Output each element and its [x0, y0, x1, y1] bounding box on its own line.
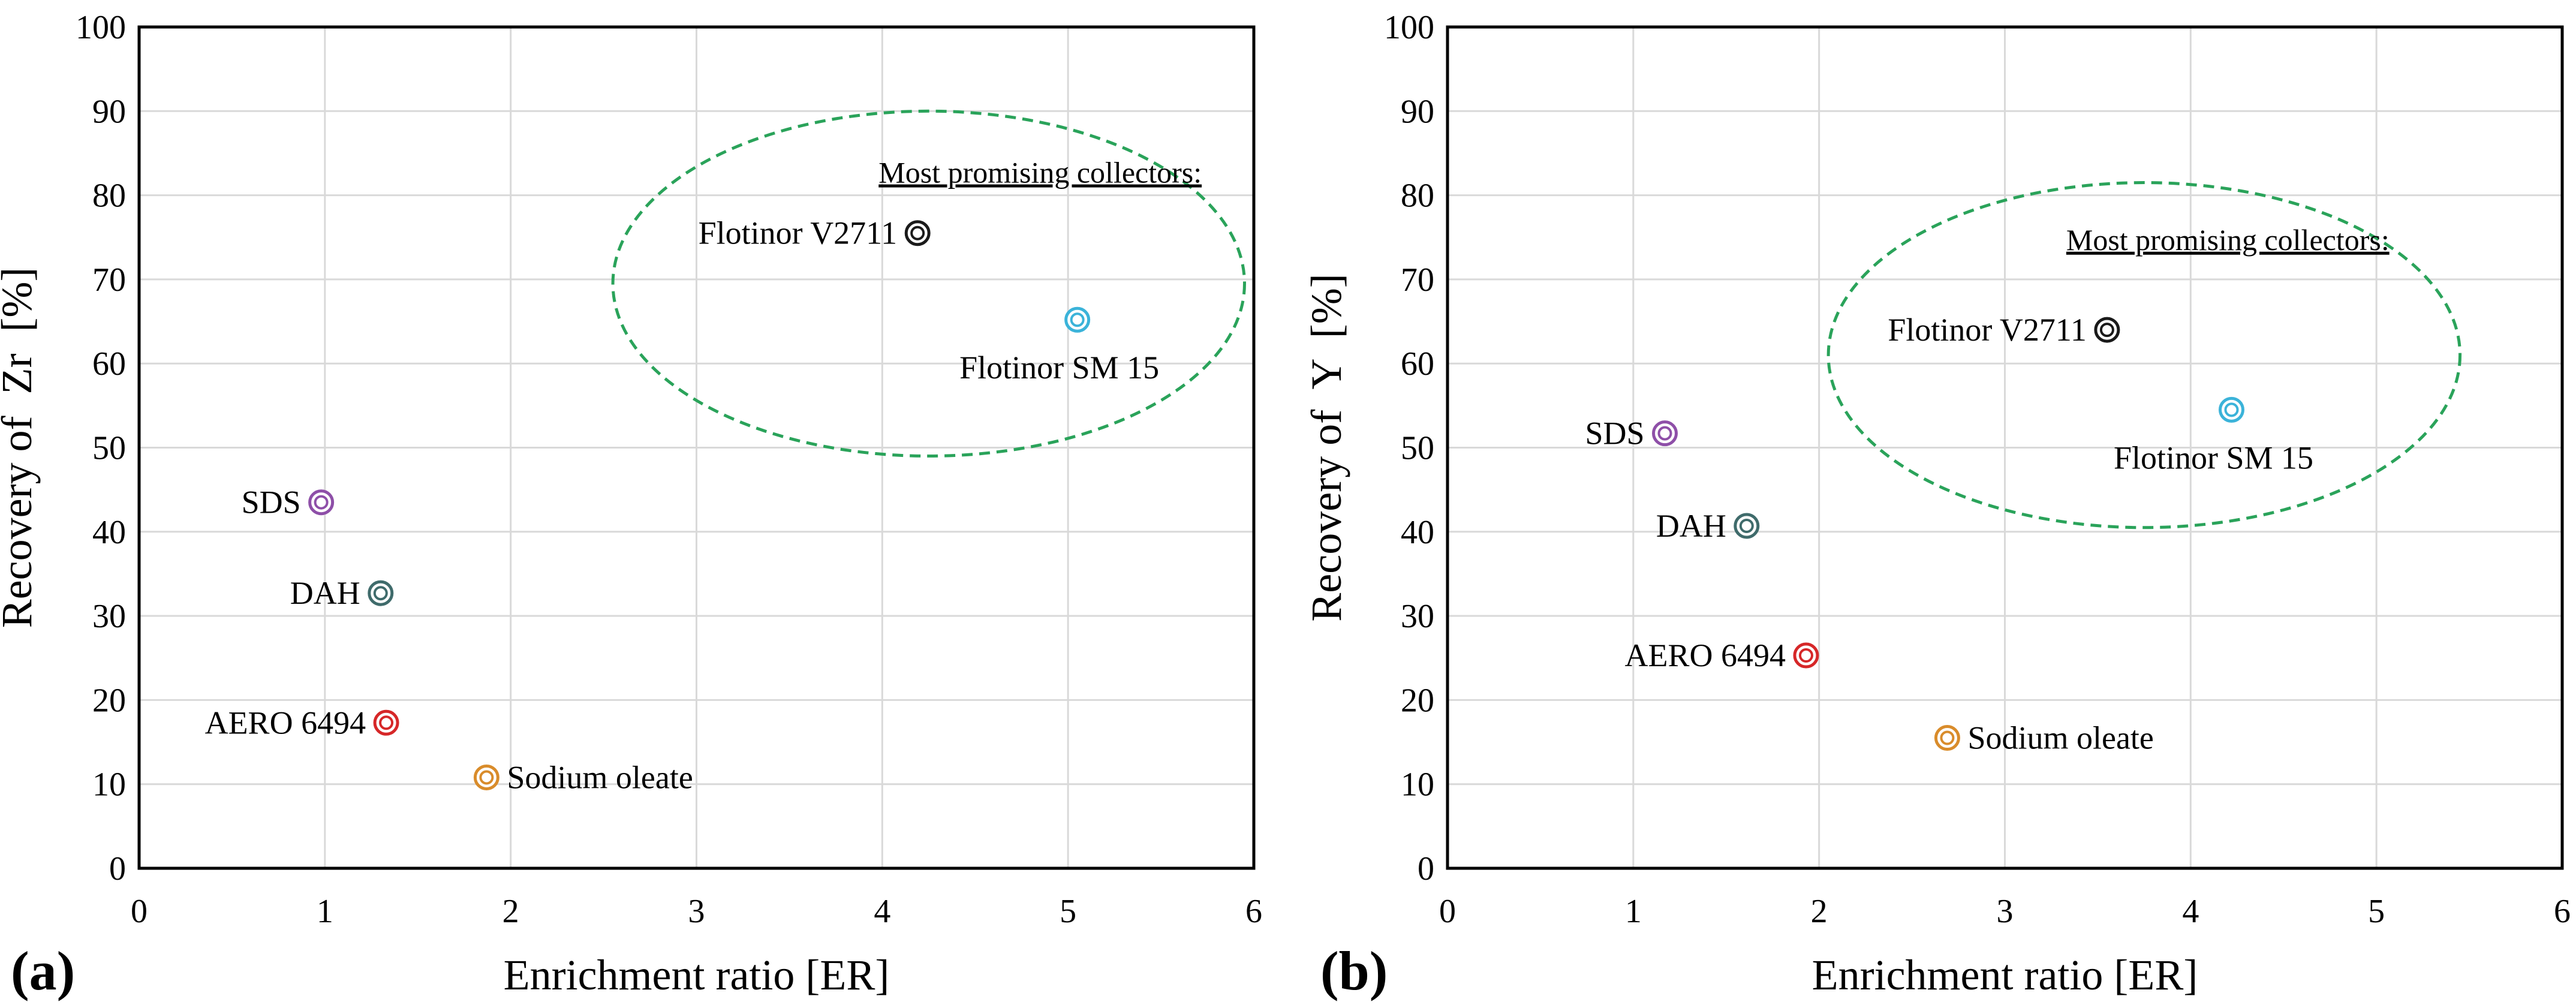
y-tick-label: 90: [1401, 93, 1434, 130]
point-label-sds: SDS: [1585, 416, 1644, 452]
promising-ellipse: [1826, 181, 2462, 529]
x-tick-label: 4: [2182, 893, 2199, 930]
x-tick-label: 3: [688, 893, 705, 930]
y-tick-label: 0: [109, 850, 126, 887]
y-tick-label: 10: [92, 766, 126, 804]
x-tick-label: 0: [131, 893, 148, 930]
x-tick-label: 2: [1811, 893, 1828, 930]
y-tick-label: 30: [1401, 598, 1434, 635]
point-inner-sodium-oleate: [1940, 730, 1955, 745]
point-label-aero-6494: AERO 6494: [1624, 637, 1786, 673]
point-flotinor-sm-15: [1064, 306, 1091, 333]
x-tick-label: 6: [2554, 893, 2571, 930]
point-sodium-oleate: [473, 764, 499, 790]
point-sds: [1652, 420, 1678, 447]
y-tick-label: 60: [92, 345, 126, 383]
point-aero-6494: [373, 709, 399, 736]
point-flotinor-v2711: [2094, 317, 2120, 343]
x-tick-label: 3: [1997, 893, 2014, 930]
point-label-dah: DAH: [290, 575, 360, 611]
x-tick-label: 0: [1439, 893, 1456, 930]
chart-b: 0 10 20 30 40 50 60 70 80 90 100 0 1 2 3 4 5 6 Enrichment …: [1302, 9, 2571, 1001]
point-inner-flotinor-sm-15: [2224, 402, 2239, 417]
y-tick-label: 100: [1384, 9, 1434, 46]
point-inner-dah: [1739, 518, 1754, 533]
y-tick-label: 100: [76, 9, 126, 46]
promising-ellipse: [611, 109, 1247, 458]
y-tick-label: 50: [1401, 430, 1434, 467]
y-tick-label: 50: [92, 430, 126, 467]
point-label-flotinor-v2711: Flotinor V2711: [1888, 312, 2087, 348]
point-flotinor-sm-15: [2218, 396, 2244, 423]
y-tick-label: 60: [1401, 345, 1434, 383]
panel-label: (a): [11, 940, 75, 1001]
x-tick-label: 1: [317, 893, 333, 930]
panel-label: (b): [1320, 940, 1388, 1001]
point-aero-6494: [1793, 642, 1819, 669]
point-inner-sodium-oleate: [479, 770, 494, 785]
point-dah: [368, 580, 394, 606]
y-axis-title: Recovery of Y [%]: [1302, 273, 1350, 621]
y-tick-label: 80: [1401, 177, 1434, 215]
x-axis-title: Enrichment ratio [ER]: [504, 951, 890, 999]
y-axis-title: Recovery of Zr [%]: [0, 267, 41, 628]
point-inner-flotinor-sm-15: [1070, 312, 1085, 327]
plot-frame: [1446, 25, 2564, 870]
point-inner-sds: [1657, 426, 1672, 441]
point-label-sodium-oleate: Sodium oleate: [507, 759, 693, 795]
point-label-sodium-oleate: Sodium oleate: [1967, 720, 2153, 756]
point-sds: [308, 489, 335, 516]
point-label-flotinor-v2711: Flotinor V2711: [699, 215, 898, 251]
point-inner-flotinor-v2711: [910, 225, 925, 240]
y-tick-label: 20: [92, 682, 126, 719]
chart-a: 0 10 20 30 40 50 60 70 80 90 100 0 1 2 3 4 5 6 Enrichment …: [0, 9, 1262, 1001]
promising-annotation: Most promising collectors:: [2066, 223, 2390, 257]
x-tick-label: 1: [1625, 893, 1642, 930]
y-tick-label: 40: [1401, 514, 1434, 551]
y-tick-label: 30: [92, 598, 126, 635]
x-tick-label: 6: [1245, 893, 1262, 930]
x-tick-label: 5: [1060, 893, 1076, 930]
y-tick-label: 20: [1401, 682, 1434, 719]
point-label-sds: SDS: [242, 485, 301, 520]
x-axis-title: Enrichment ratio [ER]: [1812, 951, 2198, 999]
point-inner-aero-6494: [1798, 648, 1813, 663]
plot-frame: [137, 25, 1256, 870]
point-flotinor-v2711: [904, 220, 931, 246]
y-tick-label: 90: [92, 93, 126, 130]
point-dah: [1734, 513, 1760, 539]
y-tick-label: 0: [1418, 850, 1434, 887]
point-inner-flotinor-v2711: [2099, 323, 2114, 338]
x-tick-label: 4: [874, 893, 890, 930]
y-tick-label: 70: [1401, 261, 1434, 299]
point-sodium-oleate: [1934, 725, 1960, 751]
point-inner-dah: [373, 586, 388, 601]
y-tick-label: 80: [92, 177, 126, 215]
point-inner-aero-6494: [379, 715, 394, 730]
point-label-dah: DAH: [1656, 508, 1726, 544]
y-tick-label: 70: [92, 261, 126, 299]
point-label-flotinor-sm-15: Flotinor SM 15: [2114, 440, 2313, 476]
x-tick-label: 2: [502, 893, 519, 930]
x-tick-label: 5: [2368, 893, 2385, 930]
promising-annotation: Most promising collectors:: [878, 156, 1202, 189]
y-tick-label: 40: [92, 514, 126, 551]
point-label-flotinor-sm-15: Flotinor SM 15: [959, 350, 1159, 386]
y-tick-label: 10: [1401, 766, 1434, 804]
point-label-aero-6494: AERO 6494: [205, 705, 366, 741]
point-inner-sds: [314, 495, 329, 510]
